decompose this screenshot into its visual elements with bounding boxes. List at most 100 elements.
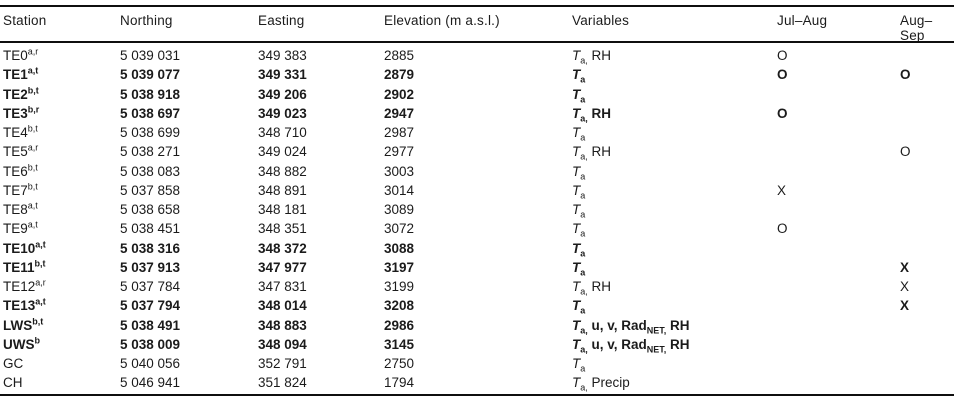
table-row: TE10a,t 5 038 316 348 372 3088 Ta [0,239,954,258]
aug-sep-cell: X [900,259,910,275]
table-row: TE7b,t 5 037 858 348 891 3014 Ta X [0,181,954,200]
aug-sep-cell [900,123,954,142]
station-cell: TE5a,r [3,142,39,160]
table-header-rule [0,41,954,43]
jul-aug-cell [777,277,900,296]
aug-sep-cell [900,162,954,181]
elevation-cell: 2987 [384,125,415,140]
variables-cell: Ta, RH [572,105,612,124]
station-cell: TE1a,t [3,65,39,83]
northing-cell: 5 039 077 [120,67,181,83]
station-cell: TE4b,t [3,123,38,140]
northing-cell: 5 038 697 [120,105,181,121]
column-header-jul-aug: Jul–Aug [777,13,828,28]
northing-cell: 5 038 918 [120,86,181,102]
jul-aug-cell: O [777,48,788,63]
table-row: TE9a,t 5 038 451 348 351 3072 Ta O [0,219,954,238]
jul-aug-cell [777,85,900,104]
easting-cell: 349 023 [258,105,307,121]
station-cell: TE8a,t [3,200,38,217]
station-cell: TE3b,r [3,104,40,121]
elevation-cell: 2947 [384,105,415,121]
elevation-cell: 1794 [384,375,415,391]
variables-cell: Ta [572,182,586,201]
northing-cell: 5 038 491 [120,317,181,333]
easting-cell: 352 791 [258,356,307,371]
aug-sep-cell [900,200,954,219]
variables-cell: Ta [572,259,586,278]
aug-sep-cell [900,181,954,200]
easting-cell: 349 383 [258,48,307,63]
easting-cell: 348 883 [258,317,307,333]
jul-aug-cell [777,316,900,335]
jul-aug-cell [777,200,900,219]
jul-aug-cell [777,258,900,277]
table-row: TE13a,t 5 037 794 348 014 3208 Ta X [0,296,954,315]
easting-cell: 349 206 [258,86,307,102]
table-row: TE3b,r 5 038 697 349 023 2947 Ta, RH O [0,104,954,123]
elevation-cell: 2885 [384,48,415,63]
elevation-cell: 3197 [384,259,415,275]
table-row: LWSb,t 5 038 491 348 883 2986 Ta, u, v, … [0,316,954,335]
variables-cell: Ta [572,221,586,239]
northing-cell: 5 037 858 [120,182,181,198]
variables-cell: Ta [572,356,586,374]
northing-cell: 5 037 794 [120,298,181,314]
elevation-cell: 2986 [384,317,415,333]
station-cell: TE2b,t [3,85,39,102]
column-header-aug-sep: Aug–Sep [900,13,933,43]
jul-aug-cell: O [777,67,788,83]
northing-cell: 5 038 083 [120,163,181,179]
easting-cell: 348 094 [258,336,307,352]
easting-cell: 348 181 [258,202,307,217]
easting-cell: 347 831 [258,279,307,294]
jul-aug-cell [777,123,900,142]
table-row: TE6b,t 5 038 083 348 882 3003 Ta [0,162,954,181]
easting-cell: 347 977 [258,259,307,275]
table-row: TE0a,r 5 039 031 349 383 2885 Ta, RH O [0,46,954,65]
table-body: TE0a,r 5 039 031 349 383 2885 Ta, RH O T… [0,46,954,393]
variables-cell: Ta, RH [572,279,612,297]
station-cell: CH [3,375,23,391]
station-cell: GC [3,356,24,371]
jul-aug-cell: X [777,182,787,198]
jul-aug-cell [777,335,900,354]
aug-sep-cell [900,46,954,65]
variables-cell: Ta, u, v, RadNET, RH [572,317,690,336]
column-header-variables: Variables [572,13,630,28]
jul-aug-cell [777,239,900,258]
northing-cell: 5 038 009 [120,336,181,352]
aug-sep-cell [900,219,954,238]
elevation-cell: 3003 [384,163,415,179]
aug-sep-cell: X [900,279,910,294]
table-row: TE1a,t 5 039 077 349 331 2879 Ta O O [0,65,954,84]
variables-cell: Ta [572,67,586,85]
table-row: TE12a,r 5 037 784 347 831 3199 Ta, RH X [0,277,954,296]
aug-sep-cell [900,373,954,392]
easting-cell: 348 372 [258,240,307,256]
table-row: TE4b,t 5 038 699 348 710 2987 Ta [0,123,954,142]
northing-cell: 5 038 271 [120,144,181,160]
table-header-row: Station Northing Easting Elevation (m a.… [0,13,954,43]
jul-aug-cell [777,162,900,181]
aug-sep-cell [900,239,954,258]
table-bottom-rule [0,394,954,396]
northing-cell: 5 040 056 [120,356,181,371]
table-row: UWSb 5 038 009 348 094 3145 Ta, u, v, Ra… [0,335,954,354]
station-cell: UWSb [3,335,40,352]
aug-sep-cell: X [900,298,910,314]
table-top-rule [0,5,954,7]
elevation-cell: 3199 [384,279,415,294]
table-row: TE2b,t 5 038 918 349 206 2902 Ta [0,85,954,104]
aug-sep-cell [900,104,954,123]
easting-cell: 349 331 [258,67,307,83]
northing-cell: 5 038 699 [120,125,181,140]
jul-aug-cell [777,373,900,392]
aug-sep-cell: O [900,67,911,83]
variables-cell: Ta [572,298,586,316]
variables-cell: Ta, RH [572,144,612,162]
elevation-cell: 3208 [384,298,415,314]
northing-cell: 5 039 031 [120,48,181,63]
table-row: TE5a,r 5 038 271 349 024 2977 Ta, RH O [0,142,954,161]
station-cell: TE10a,t [3,239,46,256]
